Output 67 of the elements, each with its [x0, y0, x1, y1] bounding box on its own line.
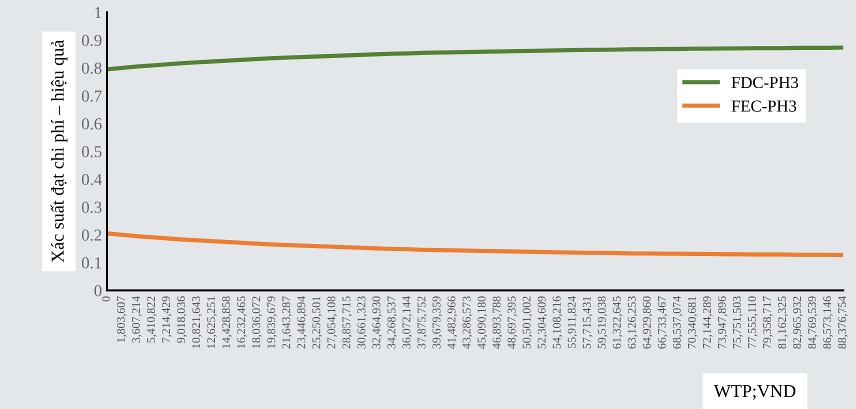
y-tick-label: 0.1	[82, 257, 102, 269]
line-series	[107, 231, 844, 258]
x-tick-label: 75,751,503	[732, 296, 743, 348]
x-tick-label: 19,839,679	[267, 296, 277, 348]
x-tick-label: 54,108,216	[552, 296, 562, 348]
x-tick-label: 0	[102, 296, 110, 302]
x-tick-label: 5,410,822	[147, 296, 157, 342]
x-tick-label: 12,625,251	[207, 296, 217, 348]
x-tick-label: 28,857,715	[342, 296, 352, 349]
x-tick-label: 45,090,180	[478, 296, 488, 349]
x-tick-label: 82,965,932	[793, 296, 803, 349]
x-tick-label: 79,358,717	[763, 296, 773, 348]
x-tick-label: 9,018,036	[177, 296, 187, 343]
y-tick-label: 0.4	[82, 174, 102, 186]
y-tick-label: 0.3	[82, 202, 102, 213]
x-tick-label: 57,715,431	[582, 296, 592, 348]
x-tick-label: 59,519,038	[598, 296, 608, 348]
y-tick-label: 0.6	[82, 118, 102, 130]
x-tick-label: 25,250,501	[312, 296, 322, 349]
x-tick-label: 14,428,858	[222, 296, 232, 348]
y-tick-label: 0	[94, 285, 102, 296]
x-tick-label: 30,661,323	[357, 296, 368, 349]
line-series	[107, 46, 844, 72]
x-tick-label: 86,573,146	[823, 296, 833, 349]
x-axis-title: WTP;VND	[714, 385, 796, 400]
x-tick-label: 43,286,573	[462, 296, 472, 349]
x-tick-label: 55,911,824	[568, 296, 578, 348]
x-tick-label: 66,733,467	[658, 296, 668, 349]
x-tick-label: 36,072,144	[402, 296, 412, 349]
x-tick-label: 61,322,645	[612, 296, 622, 349]
x-tick-label: 52,304,609	[538, 296, 548, 348]
x-tick-label: 3,607,214	[132, 296, 142, 343]
x-tick-label: 34,268,537	[387, 296, 398, 349]
x-tick-label: 46,893,788	[492, 296, 502, 349]
x-tick-label: 50,501,002	[522, 296, 532, 348]
x-tick-label: 1,803,607	[117, 296, 127, 342]
x-tick-label: 37,875,752	[417, 296, 428, 349]
x-tick-label: 70,340,681	[688, 296, 698, 348]
y-tick-label: 0.8	[82, 62, 102, 74]
x-tick-label: 32,464,930	[372, 296, 382, 349]
x-tick-label: 81,162,325	[778, 296, 788, 349]
x-tick-label: 39,679,359	[432, 296, 442, 349]
y-tick-label: 0.5	[82, 146, 102, 158]
x-tick-label: 48,697,395	[508, 296, 518, 349]
x-tick-label: 64,929,860	[642, 296, 653, 349]
x-tick-label: 68,537,074	[672, 296, 683, 349]
y-tick-label: 0.9	[82, 34, 102, 46]
y-tick-label: 0.2	[82, 229, 102, 241]
x-tick-label: 23,446,894	[297, 296, 307, 349]
x-tick-label: 77,555,110	[748, 296, 758, 348]
y-tick-label: 1	[95, 7, 102, 18]
legend-label: FDC-PH3	[732, 76, 798, 88]
x-tick-label: 18,036,072	[252, 296, 262, 348]
x-tick-label: 10,821,643	[192, 296, 202, 348]
x-tick-label: 27,054,108	[327, 296, 338, 349]
x-tick-label: 16,232,465	[237, 296, 247, 348]
x-tick-label: 72,144,289	[702, 296, 713, 348]
x-tick-label: 63,126,253	[628, 296, 638, 349]
y-tick-label: 0.7	[82, 90, 102, 102]
x-tick-label: 84,769,539	[808, 296, 818, 349]
y-axis-title: Xác suất đạt chi phí – hiệu quả	[50, 40, 68, 262]
x-tick-label: 7,214,429	[162, 296, 172, 342]
legend-label: FEC-PH3	[732, 100, 796, 112]
x-tick-label: 41,482,966	[448, 296, 458, 349]
x-tick-label: 73,947,896	[718, 296, 728, 348]
x-tick-label: 88,376,754	[838, 296, 848, 349]
x-tick-label: 21,643,287	[282, 296, 292, 349]
